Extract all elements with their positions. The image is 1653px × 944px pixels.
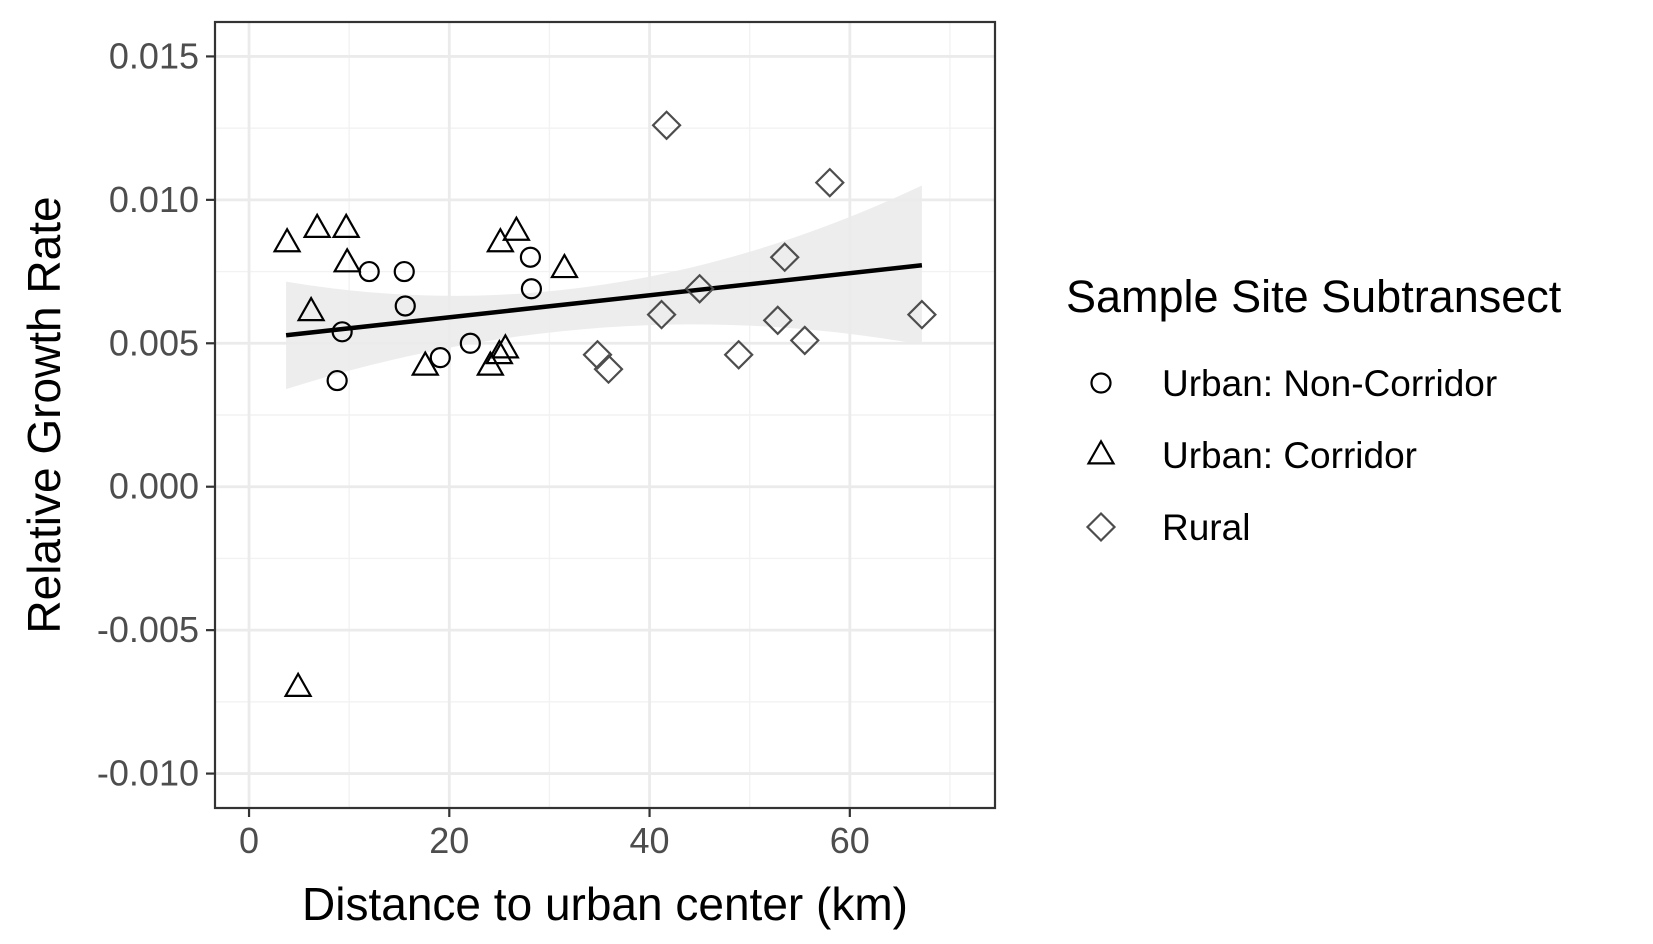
point-triangle	[484, 338, 514, 365]
y-tick-label: -0.005	[97, 609, 199, 650]
y-axis-title: Relative Growth Rate	[18, 196, 70, 633]
point-diamond	[723, 339, 754, 370]
point-diamond	[582, 339, 613, 370]
point-circle	[331, 321, 353, 343]
y-tick-label: 0.005	[109, 322, 199, 363]
point-circle	[326, 369, 348, 392]
point-circle	[520, 278, 543, 300]
point-circle	[429, 347, 451, 369]
y-axis-ticks: -0.010 -0.005 0.000 0.005 0.010 0.015	[97, 35, 215, 794]
point-triangle	[550, 252, 579, 279]
legend-title: Sample Site Subtransect	[1066, 271, 1562, 322]
x-tick-label: 60	[830, 820, 870, 861]
grid-major	[215, 22, 995, 808]
point-triangle	[501, 215, 531, 241]
legend-item: Urban: Corridor	[1086, 435, 1417, 476]
point-circle	[519, 246, 542, 268]
point-triangle	[332, 247, 362, 273]
x-tick-label: 0	[239, 820, 259, 861]
legend-item: Urban: Non-Corridor	[1090, 363, 1497, 404]
legend-key-diamond	[1085, 511, 1117, 543]
point-triangle	[302, 212, 332, 239]
legend-item: Rural	[1085, 507, 1250, 548]
y-tick-label: 0.010	[109, 179, 199, 220]
confidence-band	[286, 185, 922, 390]
point-triangle	[296, 295, 326, 322]
point-diamond	[684, 273, 715, 304]
point-diamond	[593, 354, 624, 385]
plot-border	[213, 20, 997, 810]
data-points	[272, 110, 937, 697]
point-diamond	[646, 299, 677, 330]
point-circle	[394, 295, 416, 317]
point-triangle	[331, 212, 361, 239]
y-tick-label: -0.010	[97, 753, 199, 794]
x-axis-ticks: 0 20 40 60	[239, 808, 870, 861]
point-triangle	[272, 227, 302, 253]
legend-label: Urban: Non-Corridor	[1162, 363, 1497, 404]
point-circle	[393, 260, 415, 283]
point-diamond	[769, 242, 800, 273]
point-diamond	[814, 167, 845, 198]
x-axis-title: Distance to urban center (km)	[302, 878, 908, 930]
legend-label: Urban: Corridor	[1162, 435, 1417, 476]
point-triangle	[283, 671, 313, 697]
y-tick-label: 0.015	[109, 35, 199, 76]
legend-key-triangle	[1086, 439, 1116, 465]
point-triangle	[410, 350, 440, 376]
x-tick-label: 40	[630, 820, 670, 861]
point-diamond	[651, 110, 682, 141]
trend-line	[285, 263, 923, 338]
point-diamond	[789, 325, 820, 356]
x-tick-label: 20	[429, 820, 469, 861]
legend-label: Rural	[1162, 507, 1250, 548]
point-circle	[459, 332, 481, 354]
point-diamond	[906, 299, 937, 330]
point-triangle	[490, 333, 520, 359]
y-tick-label: 0.000	[109, 466, 199, 507]
legend-key-circle	[1090, 372, 1112, 394]
legend: Sample Site Subtransect Urban: Non-Corri…	[1066, 271, 1562, 548]
point-diamond	[762, 305, 793, 336]
